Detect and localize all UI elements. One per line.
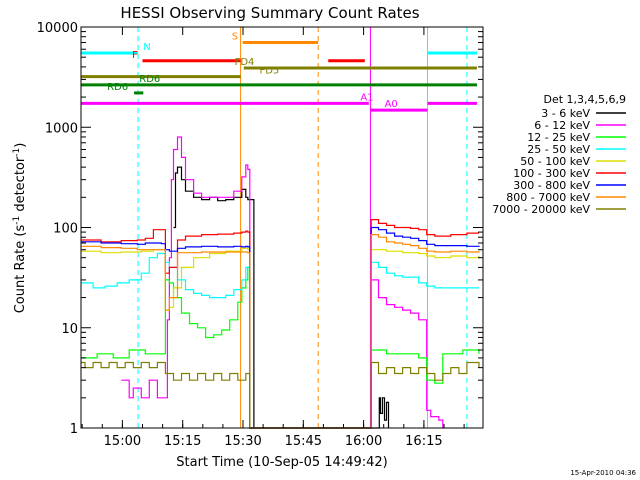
y-tick-label-0: 1 [70, 422, 78, 437]
series-line-2 [81, 266, 480, 429]
legend-label-0: 3 - 6 keV [541, 107, 590, 120]
x-tick-label-4: 16:00 [345, 434, 382, 449]
y-tick-label-2: 100 [53, 222, 78, 237]
legend-label-8: 7000 - 20000 keV [492, 203, 590, 216]
y-axis-label-sup2: -1 [12, 148, 22, 157]
legend-label-1: 6 - 12 keV [534, 119, 590, 132]
y-tick-label-4: 10000 [37, 21, 78, 36]
series-line-3 [81, 252, 479, 429]
legend-label-4: 50 - 100 keV [520, 155, 590, 168]
x-tick-label-5: 16:15 [405, 434, 442, 449]
y-axis-label-end: ) [13, 143, 28, 148]
flag-label-2: S [232, 32, 238, 43]
flag-label-4: FD5 [259, 66, 279, 77]
y-axis-label: Count Rate (s-1 detector-1) [12, 143, 28, 314]
legend-label-6: 300 - 800 keV [513, 179, 590, 192]
x-axis: 15:00 15:15 15:30 15:45 16:00 16:15 [81, 27, 465, 449]
x-tick-label-2: 15:30 [224, 434, 261, 449]
x-tick-label-0: 15:00 [104, 434, 141, 449]
legend-label-5: 100 - 300 keV [513, 167, 590, 180]
y-axis: 1 10 100 1000 10000 [37, 21, 483, 437]
series-line-5 [81, 219, 479, 429]
footer-date: 15-Apr-2010 04:36 [570, 469, 636, 477]
legend-label-7: 800 - 7000 keV [506, 191, 590, 204]
series-line-8 [81, 361, 480, 429]
flag-label-7: A1 [360, 92, 373, 103]
series-line-6 [81, 226, 480, 429]
legend-title: Det 1,3,4,5,6,9 [543, 93, 626, 106]
flag-label-3: FD4 [235, 57, 255, 68]
y-tick-label-3: 1000 [45, 121, 78, 136]
x-tick-label-1: 15:15 [164, 434, 201, 449]
series-line-0 [173, 166, 390, 429]
y-axis-label-sup1: -1 [12, 216, 22, 225]
legend-label-3: 25 - 50 keV [527, 143, 590, 156]
plot-area: NF S FD4 FD5 RD6 RD6 A1 A0 [81, 27, 480, 429]
flag-label-1: F [132, 50, 138, 61]
x-axis-label: Start Time (10-Sep-05 14:49:42) [176, 455, 387, 470]
flag-label-5: RD6 [139, 74, 160, 85]
legend-label-2: 12 - 25 keV [527, 131, 590, 144]
x-tick-label-3: 15:45 [285, 434, 322, 449]
y-axis-label-main: Count Rate (s [13, 225, 28, 314]
flag-label-0: N [143, 42, 150, 53]
y-tick-label-1: 10 [61, 322, 78, 337]
series-line-1 [121, 136, 444, 429]
flag-label-6: RD6 [107, 82, 128, 93]
flag-label-8: A0 [385, 99, 398, 110]
series-line-7 [81, 234, 480, 429]
chart-title: HESSI Observing Summary Count Rates [120, 4, 419, 22]
y-axis-label-mid: detector [13, 156, 28, 216]
